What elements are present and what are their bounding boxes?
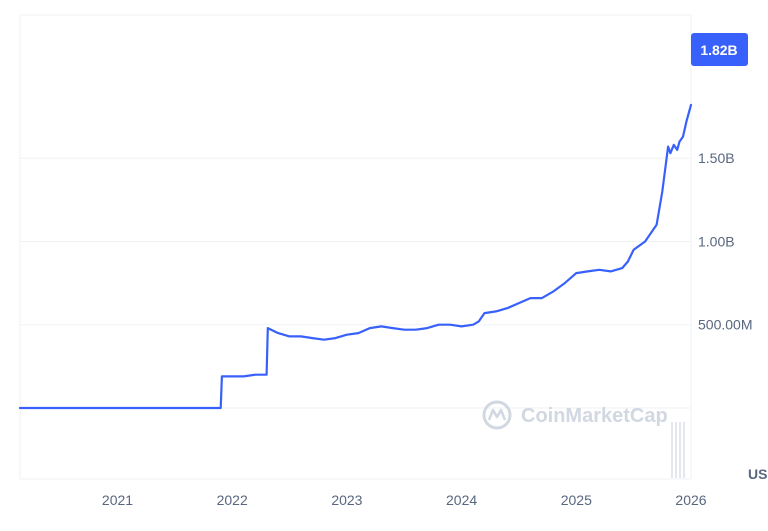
series-line xyxy=(18,103,693,410)
grid-lines xyxy=(20,157,691,409)
y-tick-label: 1.50B xyxy=(698,150,735,166)
x-tick-label: 2024 xyxy=(446,492,477,508)
watermark: CoinMarketCap xyxy=(482,400,668,430)
y-tick-label: 1.00B xyxy=(698,233,735,249)
watermark-text: CoinMarketCap xyxy=(521,405,668,427)
x-tick-label: 2022 xyxy=(217,492,248,508)
coinmarketcap-logo-icon xyxy=(482,400,512,430)
plot-area-border xyxy=(19,14,692,480)
x-axis: 2021 2022 2023 2024 2025 2026 xyxy=(102,492,707,508)
y-axis: 500.00M 1.00B 1.50B xyxy=(698,150,752,333)
x-tick-label: 2026 xyxy=(675,492,706,508)
current-value-badge: 1.82B xyxy=(691,33,748,66)
x-tick-label: 2023 xyxy=(331,492,362,508)
x-tick-label: 2025 xyxy=(561,492,592,508)
x-tick-label: 2021 xyxy=(102,492,133,508)
current-value-label: 1.82B xyxy=(700,42,737,58)
scroll-handle[interactable] xyxy=(671,422,685,478)
currency-label-partial: US xyxy=(748,466,767,482)
y-tick-label: 500.00M xyxy=(698,317,752,333)
